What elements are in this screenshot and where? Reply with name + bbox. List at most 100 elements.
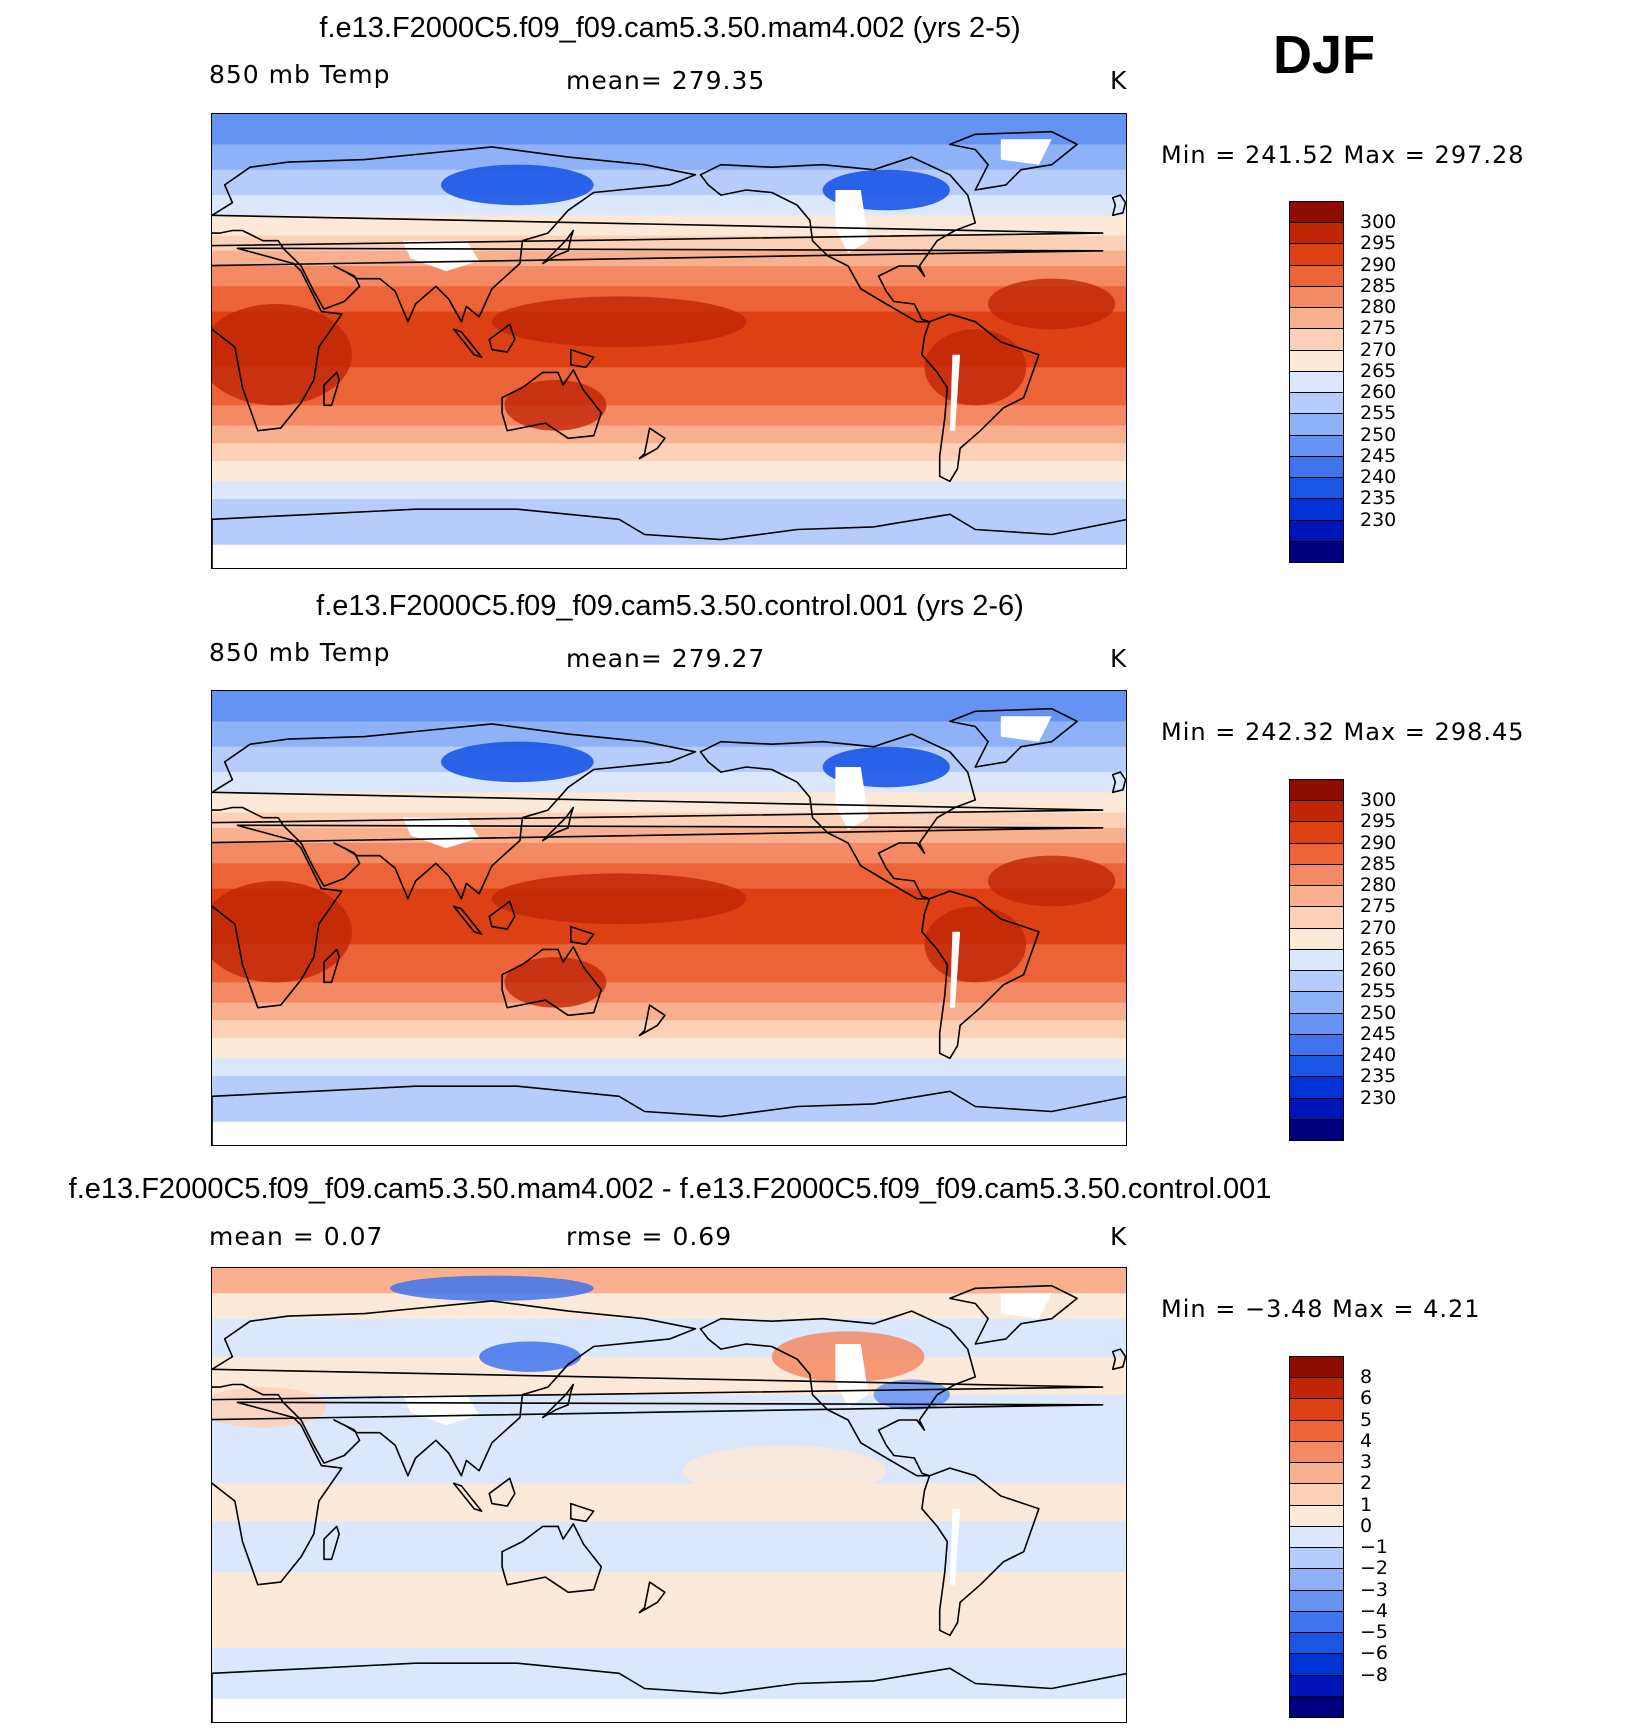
colorbar-tick-label: 235 (1360, 1065, 1397, 1088)
colorbar-swatch (1289, 1504, 1344, 1527)
colorbar-swatch (1289, 1076, 1344, 1099)
panel-2-variable-label: 850 mb Temp (209, 638, 391, 667)
colorbar-tick-label: 280 (1360, 874, 1397, 897)
colorbar-swatch (1289, 800, 1344, 823)
colorbar-swatch (1289, 1462, 1344, 1485)
colorbar-tick-label: 240 (1360, 466, 1397, 489)
colorbar-swatch (1289, 392, 1344, 415)
colorbar-swatch (1289, 1118, 1344, 1141)
colorbar-tick-label: 290 (1360, 831, 1397, 854)
colorbar-tick-label: 245 (1360, 444, 1397, 467)
panel-2-units-label: K (1110, 644, 1128, 673)
panel-2-coastlines (212, 707, 1126, 1145)
colorbar-swatch (1289, 434, 1344, 457)
colorbar-swatch (1289, 1653, 1344, 1676)
colorbar-swatch (1289, 477, 1344, 500)
colorbar-swatch (1289, 1674, 1344, 1697)
colorbar-swatch (1289, 201, 1344, 224)
panel-3-units-label: K (1110, 1222, 1128, 1251)
colorbar-tick-label: 255 (1360, 402, 1397, 425)
colorbar-swatch (1289, 328, 1344, 351)
colorbar-tick-label: −4 (1360, 1599, 1389, 1622)
colorbar-tick-label: 300 (1360, 789, 1397, 812)
colorbar-swatch (1289, 455, 1344, 479)
colorbar-swatch (1289, 885, 1344, 908)
panel-3-map (211, 1267, 1127, 1723)
colorbar-swatch (1289, 519, 1344, 542)
colorbar-tick-label: 250 (1360, 423, 1397, 446)
panel-3-min-max: Min = −3.48 Max = 4.21 (1161, 1295, 1481, 1323)
colorbar-swatch (1289, 1419, 1344, 1442)
colorbar-tick-label: 1 (1360, 1493, 1373, 1516)
colorbar-swatch (1289, 821, 1344, 844)
colorbar-tick-label: 285 (1360, 852, 1397, 875)
colorbar-swatch (1289, 222, 1344, 245)
colorbar-swatch (1289, 243, 1344, 266)
colorbar-tick-label: −8 (1360, 1663, 1389, 1686)
colorbar-tick-label: −3 (1360, 1578, 1389, 1601)
panel-1-title: f.e13.F2000C5.f09_f09.cam5.3.50.mam4.002… (319, 12, 1021, 44)
colorbar-tick-label: −6 (1360, 1642, 1389, 1665)
colorbar-swatch (1289, 970, 1344, 993)
colorbar-swatch (1289, 1610, 1344, 1634)
colorbar-swatch (1289, 1398, 1344, 1421)
colorbar-tick-label: 270 (1360, 338, 1397, 361)
colorbar-swatch (1289, 927, 1344, 950)
colorbar-swatch (1289, 1033, 1344, 1057)
colorbar-tick-label: 270 (1360, 916, 1397, 939)
colorbar-swatch (1289, 1525, 1344, 1549)
colorbar-tick-label: 230 (1360, 1086, 1397, 1109)
colorbar-tick-label: 3 (1360, 1451, 1373, 1474)
colorbar-tick-label: 245 (1360, 1022, 1397, 1045)
colorbar-swatch (1289, 1547, 1344, 1570)
colorbar-tick-label: 250 (1360, 1001, 1397, 1024)
panel-2-temperature-field (212, 691, 1126, 1145)
colorbar-swatch (1289, 1012, 1344, 1035)
colorbar-tick-label: 300 (1360, 211, 1397, 234)
colorbar-swatch (1289, 1055, 1344, 1078)
panel-1-colorbar (1289, 201, 1344, 563)
colorbar-swatch (1289, 349, 1344, 372)
colorbar-swatch (1289, 1097, 1344, 1120)
colorbar-tick-label: 265 (1360, 359, 1397, 382)
panel-3-colorbar (1289, 1356, 1344, 1718)
panel-3-rmse-label: rmse = 0.69 (566, 1222, 733, 1251)
colorbar-tick-label: 2 (1360, 1472, 1373, 1495)
colorbar-swatch (1289, 1440, 1344, 1464)
colorbar-swatch (1289, 1632, 1344, 1655)
panel-1-variable-label: 850 mb Temp (209, 60, 391, 89)
colorbar-tick-label: 285 (1360, 274, 1397, 297)
colorbar-swatch (1289, 842, 1344, 865)
colorbar-swatch (1289, 1483, 1344, 1506)
colorbar-tick-label: 6 (1360, 1387, 1373, 1410)
colorbar-tick-label: 240 (1360, 1044, 1397, 1067)
colorbar-tick-label: 260 (1360, 381, 1397, 404)
colorbar-swatch (1289, 1356, 1344, 1379)
colorbar-swatch (1289, 948, 1344, 972)
colorbar-tick-label: 265 (1360, 937, 1397, 960)
colorbar-tick-label: 235 (1360, 487, 1397, 510)
panel-2-min-max: Min = 242.32 Max = 298.45 (1161, 718, 1525, 746)
colorbar-tick-label: 255 (1360, 980, 1397, 1003)
colorbar-swatch (1289, 498, 1344, 521)
colorbar-tick-label: 0 (1360, 1514, 1373, 1537)
panel-2-mean-label: mean= 279.27 (566, 644, 766, 673)
colorbar-tick-label: 8 (1360, 1366, 1373, 1389)
panel-2-colorbar (1289, 779, 1344, 1141)
colorbar-tick-label: 5 (1360, 1408, 1373, 1431)
colorbar-tick-label: 260 (1360, 959, 1397, 982)
panel-1-min-max: Min = 241.52 Max = 297.28 (1161, 141, 1525, 169)
colorbar-swatch (1289, 413, 1344, 436)
colorbar-tick-label: 4 (1360, 1429, 1373, 1452)
colorbar-swatch (1289, 264, 1344, 287)
colorbar-swatch (1289, 1589, 1344, 1612)
panel-1-temperature-field (212, 114, 1126, 568)
panel-1-coastlines (212, 130, 1126, 568)
panel-2-title: f.e13.F2000C5.f09_f09.cam5.3.50.control.… (316, 590, 1024, 622)
colorbar-swatch (1289, 307, 1344, 330)
panel-3-coastlines (212, 1284, 1126, 1722)
panel-3-title: f.e13.F2000C5.f09_f09.cam5.3.50.mam4.002… (68, 1173, 1272, 1205)
colorbar-tick-label: 295 (1360, 232, 1397, 255)
colorbar-swatch (1289, 779, 1344, 802)
colorbar-tick-label: 290 (1360, 253, 1397, 276)
